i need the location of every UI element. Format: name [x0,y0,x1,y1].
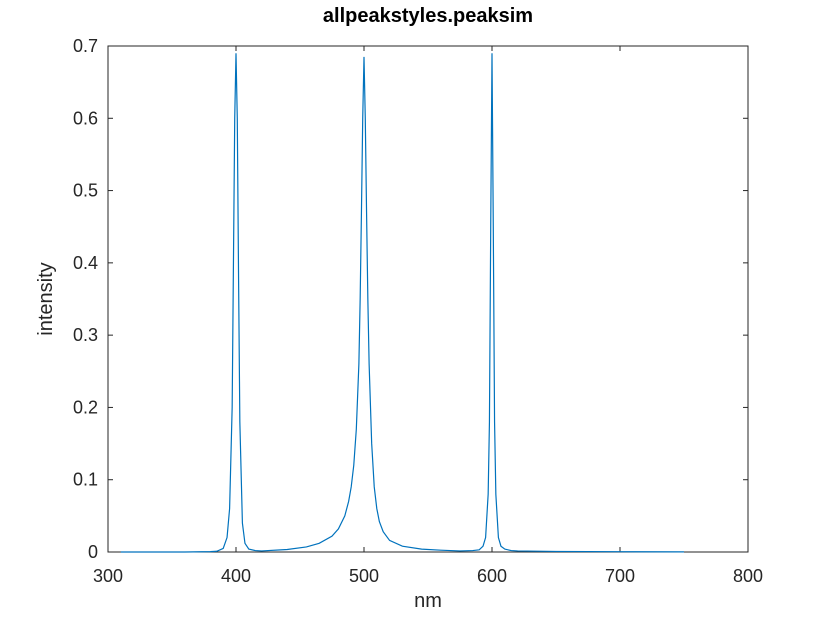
y-tick-label: 0.5 [73,181,98,201]
y-tick-label: 0.1 [73,470,98,490]
x-axis: 300 400 500 600 700 800 [93,46,763,586]
x-axis-label: nm [414,590,442,612]
series-line [120,53,685,553]
y-tick-label: 0.6 [73,108,98,128]
x-tick-label: 600 [477,566,507,586]
chart-title: allpeakstyles.peaksim [323,5,533,27]
x-tick-label: 800 [733,566,763,586]
x-tick-label: 500 [349,566,379,586]
y-axis-label: intensity [35,262,57,335]
plot-area [107,45,749,553]
y-tick-label: 0 [88,542,98,562]
y-axis: 0 0.1 0.2 0.3 0.4 0.5 0.6 0.7 [73,36,748,562]
y-tick-label: 0.7 [73,36,98,56]
y-tick-label: 0.3 [73,325,98,345]
x-tick-label: 700 [605,566,635,586]
x-tick-label: 300 [93,566,123,586]
y-tick-label: 0.4 [73,253,98,273]
y-tick-label: 0.2 [73,397,98,417]
x-tick-label: 400 [221,566,251,586]
